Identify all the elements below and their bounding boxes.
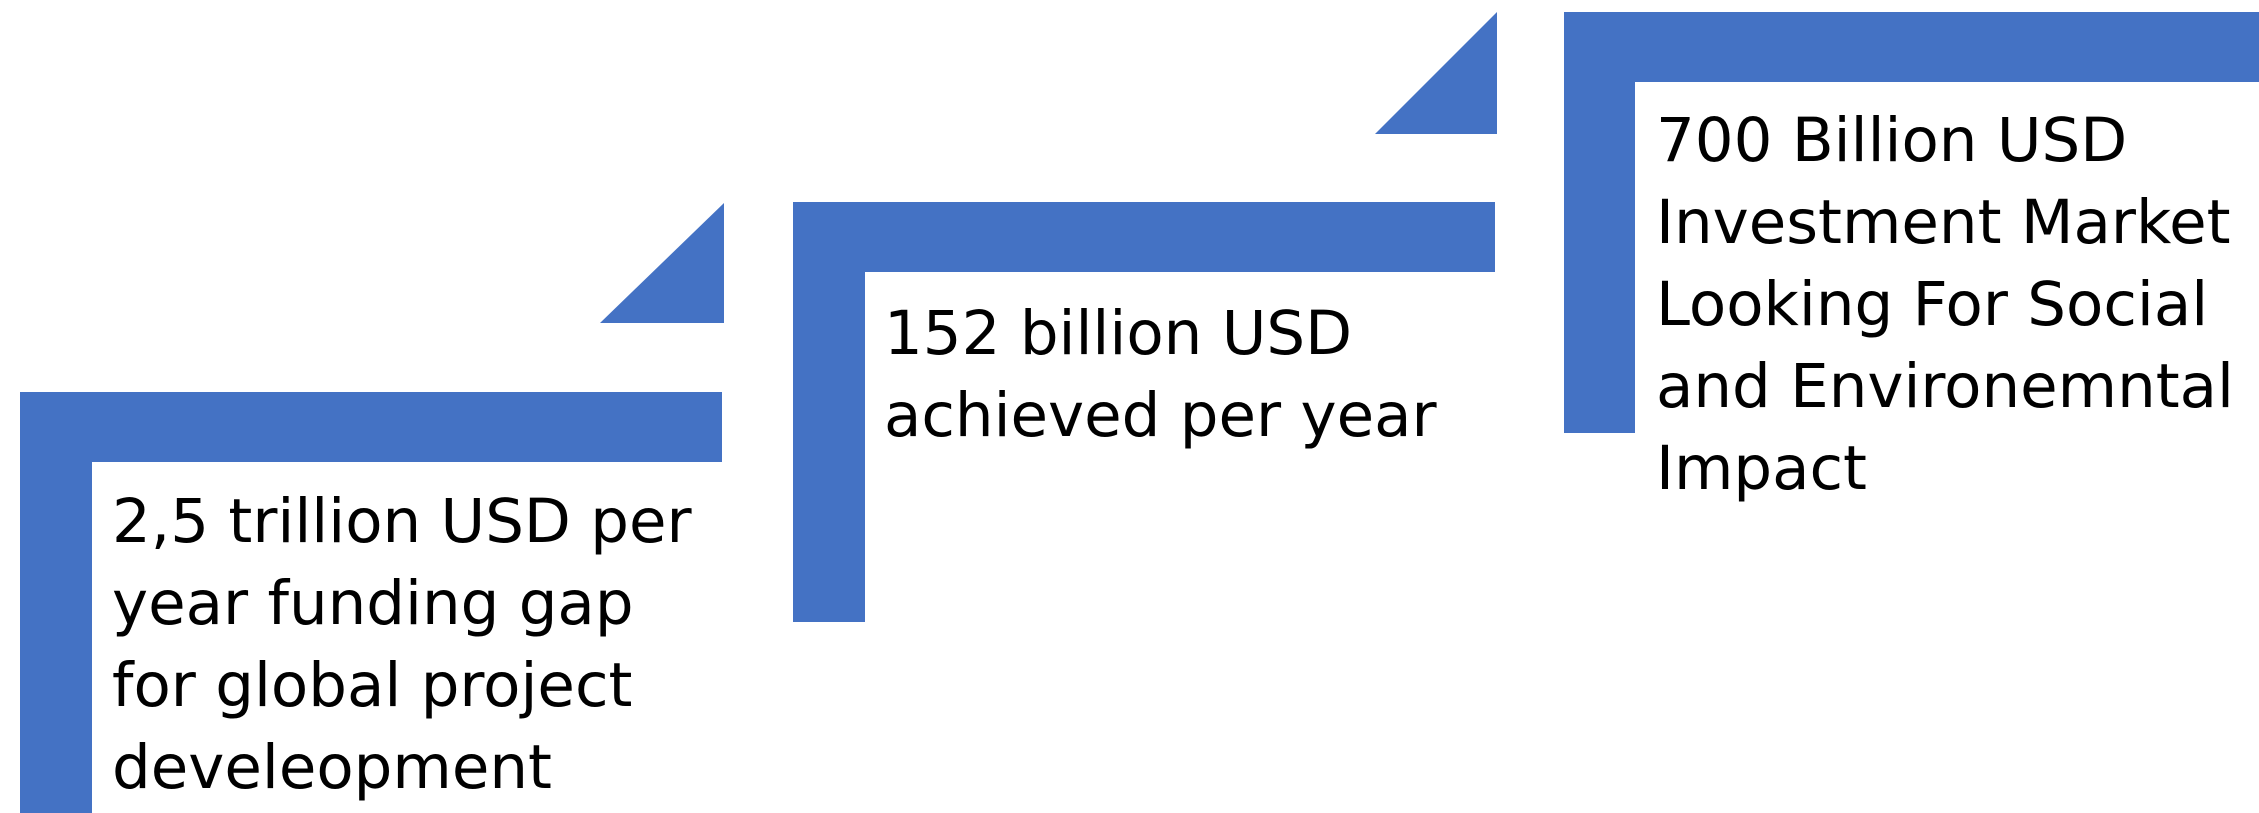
- step-3-top-bar: [1564, 12, 2259, 82]
- step-2-corner-triangle: [1375, 12, 1497, 134]
- step-3-text: 700 Billion USD Investment Market Lookin…: [1656, 105, 2234, 504]
- step-2-text: 152 billion USD achieved per year: [884, 298, 1437, 451]
- step-1-top-bar: [20, 392, 722, 462]
- step-1-text: 2,5 trillion USD per year funding gap fo…: [112, 486, 692, 803]
- step-2-side-bar: [793, 202, 865, 622]
- step-1-side-bar: [20, 392, 92, 813]
- step-2-top-bar: [793, 202, 1495, 272]
- step-1-corner-triangle: [600, 203, 724, 323]
- step-3-side-bar: [1564, 12, 1635, 433]
